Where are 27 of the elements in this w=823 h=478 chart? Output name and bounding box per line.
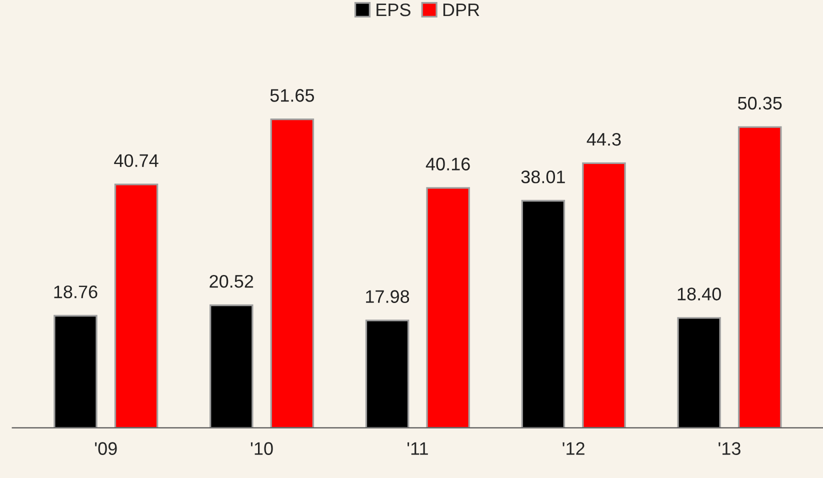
bar <box>677 317 721 428</box>
x-tick-label: '13 <box>718 442 740 455</box>
legend-label: DPR <box>443 4 480 16</box>
bar <box>209 304 254 428</box>
bar <box>365 320 410 428</box>
data-label: 18.76 <box>54 286 98 298</box>
bar <box>738 126 782 428</box>
legend-label: EPS <box>376 3 410 16</box>
data-label: 40.74 <box>114 154 158 167</box>
data-label: 44.3 <box>586 132 621 146</box>
x-tick-label: '09 <box>95 442 117 455</box>
data-label: 51.65 <box>270 89 314 102</box>
data-label: 20.52 <box>210 274 254 288</box>
bar <box>582 162 626 428</box>
data-label: 18.40 <box>678 288 721 300</box>
x-tick-label: '12 <box>562 442 584 455</box>
bar <box>521 200 566 428</box>
bar <box>54 314 98 428</box>
data-label: 40.16 <box>426 158 470 170</box>
bar <box>114 184 158 428</box>
x-tick-label: '10 <box>250 442 273 455</box>
bar <box>270 118 314 428</box>
bar <box>426 187 470 428</box>
data-label: 17.98 <box>366 290 410 303</box>
data-label: 50.35 <box>738 96 782 110</box>
data-label: 38.01 <box>521 170 565 184</box>
x-tick-label: '11 <box>407 442 428 455</box>
